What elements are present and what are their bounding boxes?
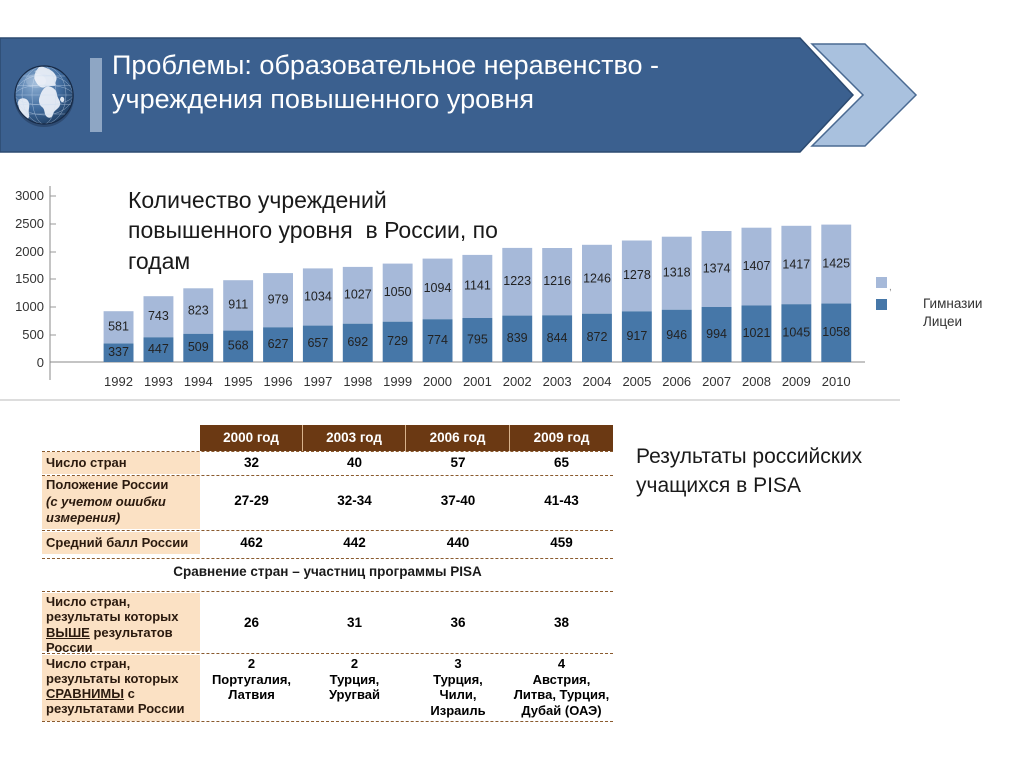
svg-text:692: 692: [347, 335, 368, 349]
svg-text:3000: 3000: [15, 188, 44, 203]
svg-text:1998: 1998: [343, 374, 372, 389]
svg-text:2002: 2002: [503, 374, 532, 389]
svg-text:1045: 1045: [782, 325, 810, 339]
svg-text:1994: 1994: [184, 374, 213, 389]
svg-text:337: 337: [108, 345, 129, 359]
svg-text:872: 872: [587, 330, 608, 344]
svg-text:1021: 1021: [743, 326, 771, 340]
svg-text:1246: 1246: [583, 272, 611, 286]
svg-text:509: 509: [188, 340, 209, 354]
svg-text:2500: 2500: [15, 216, 44, 231]
svg-text:2000: 2000: [423, 374, 452, 389]
svg-text:1050: 1050: [384, 285, 412, 299]
svg-text:1995: 1995: [224, 374, 253, 389]
svg-text:1216: 1216: [543, 274, 571, 288]
svg-text:1417: 1417: [782, 257, 810, 271]
svg-text:1993: 1993: [144, 374, 173, 389]
svg-text:979: 979: [268, 292, 289, 306]
svg-text:2004: 2004: [583, 374, 612, 389]
svg-text:844: 844: [547, 331, 568, 345]
svg-text:657: 657: [307, 336, 328, 350]
svg-text:839: 839: [507, 331, 528, 345]
svg-text:729: 729: [387, 334, 408, 348]
svg-text:2000: 2000: [15, 244, 44, 259]
svg-text:1034: 1034: [304, 289, 332, 303]
svg-text:1992: 1992: [104, 374, 133, 389]
svg-text:743: 743: [148, 309, 169, 323]
svg-text:823: 823: [188, 303, 209, 317]
svg-text:2005: 2005: [622, 374, 651, 389]
svg-text:2001: 2001: [463, 374, 492, 389]
svg-text:0: 0: [37, 355, 44, 370]
svg-text:568: 568: [228, 339, 249, 353]
svg-text:774: 774: [427, 333, 448, 347]
svg-text:946: 946: [666, 328, 687, 342]
svg-text:911: 911: [228, 298, 248, 312]
svg-text:917: 917: [626, 329, 647, 343]
svg-text:1425: 1425: [822, 256, 850, 270]
svg-text:1278: 1278: [623, 268, 651, 282]
svg-text:2009: 2009: [782, 374, 811, 389]
svg-text:2010: 2010: [822, 374, 851, 389]
svg-text:1999: 1999: [383, 374, 412, 389]
svg-text:627: 627: [268, 337, 289, 351]
svg-text:1500: 1500: [15, 271, 44, 286]
svg-text:994: 994: [706, 327, 727, 341]
svg-text:1407: 1407: [743, 259, 771, 273]
svg-text:1141: 1141: [464, 279, 491, 293]
svg-text:1997: 1997: [303, 374, 332, 389]
svg-text:581: 581: [108, 320, 129, 334]
svg-text:1318: 1318: [663, 265, 691, 279]
svg-text:1996: 1996: [264, 374, 293, 389]
svg-text:2007: 2007: [702, 374, 731, 389]
svg-text:2008: 2008: [742, 374, 771, 389]
svg-text:447: 447: [148, 342, 169, 356]
svg-text:795: 795: [467, 332, 488, 346]
svg-text:1058: 1058: [822, 325, 850, 339]
svg-text:2006: 2006: [662, 374, 691, 389]
svg-text:1374: 1374: [703, 261, 731, 275]
svg-text:1000: 1000: [15, 299, 44, 314]
svg-text:500: 500: [22, 327, 44, 342]
svg-text:1027: 1027: [344, 288, 372, 302]
svg-text:2003: 2003: [543, 374, 572, 389]
svg-text:1094: 1094: [424, 281, 452, 295]
svg-text:1223: 1223: [503, 274, 531, 288]
